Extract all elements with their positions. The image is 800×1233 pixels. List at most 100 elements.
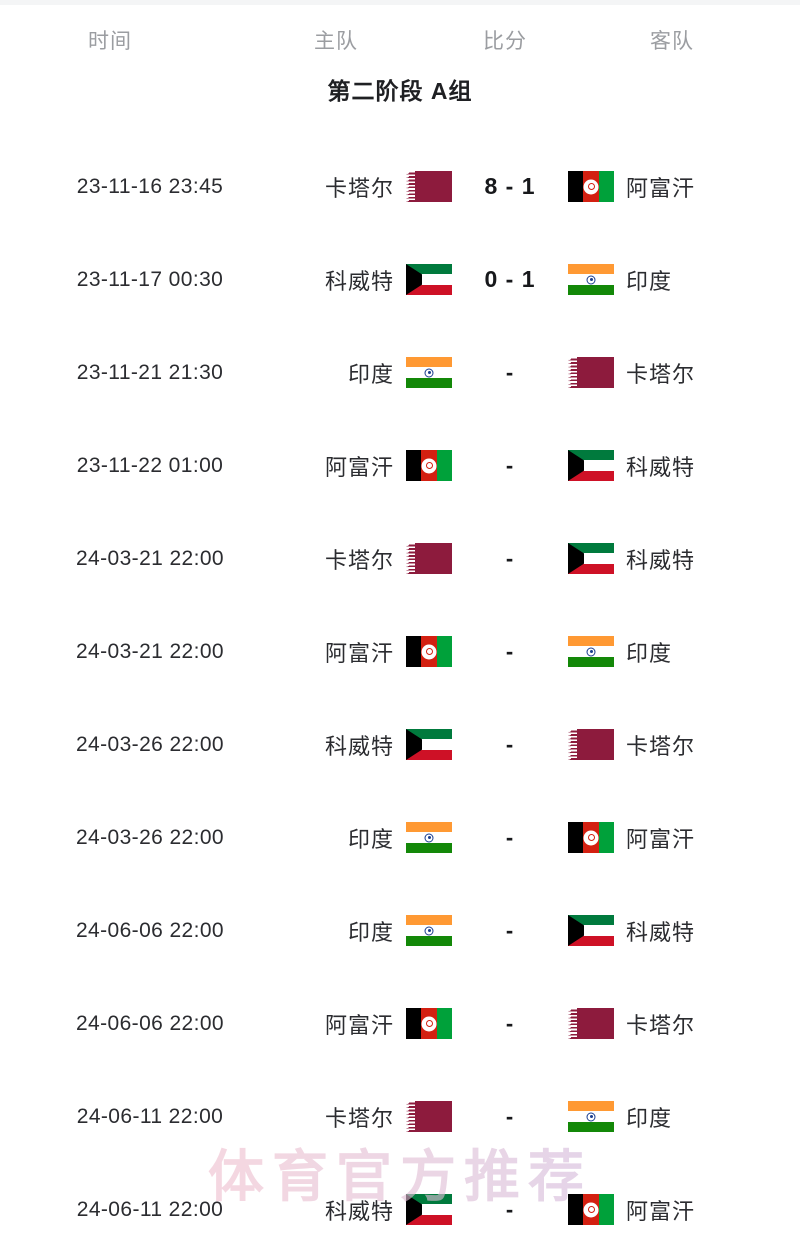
flag-afghanistan-icon: [406, 450, 452, 481]
match-time: 24-03-26 22:00: [75, 825, 225, 849]
match-time: 24-06-11 22:00: [76, 1197, 224, 1221]
afghanistan-emblem: [583, 1202, 599, 1217]
qatar-teeth: [409, 171, 415, 202]
afghanistan-emblem: [421, 1016, 437, 1031]
india-chakra: [424, 368, 434, 377]
match-score: -: [505, 545, 515, 571]
away-team-name: 科威特: [626, 919, 696, 945]
home-team[interactable]: 科威特: [300, 233, 460, 326]
match-time: 24-03-21 22:00: [75, 639, 225, 663]
flag-india-icon: [406, 822, 452, 853]
home-team-name: 科威特: [324, 1198, 394, 1224]
match-row[interactable]: 24-06-11 22:00 科威特 - 阿富汗: [0, 1163, 800, 1233]
column-header-score: 比分: [483, 30, 527, 53]
away-team[interactable]: 科威特: [560, 884, 800, 977]
flag-india-icon: [568, 264, 614, 295]
match-row[interactable]: 24-06-06 22:00 阿富汗 - 卡塔尔: [0, 977, 800, 1070]
india-chakra: [586, 1112, 596, 1121]
away-team[interactable]: 印度: [560, 605, 800, 698]
match-row[interactable]: 23-11-22 01:00 阿富汗 - 科威特: [0, 419, 800, 512]
match-time: 23-11-21 21:30: [76, 360, 224, 384]
away-team[interactable]: 印度: [560, 233, 800, 326]
away-team[interactable]: 卡塔尔: [560, 326, 800, 419]
match-row[interactable]: 24-03-21 22:00 卡塔尔 - 科威特: [0, 512, 800, 605]
flag-qatar-icon: [568, 1008, 614, 1039]
away-team[interactable]: 阿富汗: [560, 1163, 800, 1233]
afghanistan-emblem: [421, 458, 437, 473]
home-team-name: 阿富汗: [324, 454, 394, 480]
flag-kuwait-icon: [406, 264, 452, 295]
qatar-teeth: [409, 1101, 415, 1132]
flag-kuwait-icon: [568, 450, 614, 481]
home-team-name: 卡塔尔: [324, 175, 394, 201]
match-row[interactable]: 24-06-11 22:00 卡塔尔 - 印度: [0, 1070, 800, 1163]
qatar-teeth: [571, 1008, 577, 1039]
match-row[interactable]: 24-06-06 22:00 印度 - 科威特: [0, 884, 800, 977]
away-team[interactable]: 科威特: [560, 419, 800, 512]
flag-afghanistan-icon: [406, 1008, 452, 1039]
india-chakra: [424, 833, 434, 842]
home-team[interactable]: 阿富汗: [300, 605, 460, 698]
home-team[interactable]: 卡塔尔: [300, 1070, 460, 1163]
flag-afghanistan-icon: [568, 1194, 614, 1225]
india-chakra: [586, 647, 596, 656]
afghanistan-emblem: [583, 830, 599, 845]
match-row[interactable]: 24-03-21 22:00 阿富汗 - 印度: [0, 605, 800, 698]
away-team-name: 阿富汗: [626, 1198, 696, 1224]
home-team[interactable]: 阿富汗: [300, 977, 460, 1070]
match-row[interactable]: 23-11-17 00:30 科威特 0 - 1 印度: [0, 233, 800, 326]
flag-kuwait-icon: [406, 729, 452, 760]
match-time: 23-11-17 00:30: [76, 267, 224, 291]
flag-india-icon: [406, 357, 452, 388]
match-row[interactable]: 23-11-16 23:45 卡塔尔 8 - 1 阿富汗: [0, 140, 800, 233]
match-row[interactable]: 23-11-21 21:30 印度 - 卡塔尔: [0, 326, 800, 419]
flag-qatar-icon: [568, 729, 614, 760]
away-team[interactable]: 印度: [560, 1070, 800, 1163]
match-score: -: [505, 731, 515, 757]
away-team[interactable]: 卡塔尔: [560, 698, 800, 791]
match-time: 24-03-21 22:00: [75, 546, 225, 570]
match-row[interactable]: 24-03-26 22:00 科威特 - 卡塔尔: [0, 698, 800, 791]
india-chakra: [424, 926, 434, 935]
flag-kuwait-icon: [406, 1194, 452, 1225]
flag-afghanistan-icon: [568, 171, 614, 202]
away-team-name: 卡塔尔: [626, 1012, 696, 1038]
home-team[interactable]: 卡塔尔: [300, 140, 460, 233]
flag-afghanistan-icon: [406, 636, 452, 667]
home-team-name: 卡塔尔: [324, 547, 394, 573]
home-team-name: 科威特: [324, 268, 394, 294]
home-team-name: 印度: [347, 361, 394, 387]
flag-india-icon: [568, 1101, 614, 1132]
flag-india-icon: [406, 915, 452, 946]
match-time: 24-06-06 22:00: [75, 918, 225, 942]
match-score: 8 - 1: [484, 173, 536, 199]
table-header-row: 时间 主队 比分 客队: [0, 22, 800, 62]
away-team-name: 印度: [626, 1105, 673, 1131]
away-team-name: 卡塔尔: [626, 733, 696, 759]
match-score: -: [505, 1010, 515, 1036]
home-team[interactable]: 印度: [300, 884, 460, 977]
home-team[interactable]: 印度: [300, 326, 460, 419]
home-team[interactable]: 科威特: [300, 1163, 460, 1233]
india-chakra: [586, 275, 596, 284]
home-team[interactable]: 科威特: [300, 698, 460, 791]
away-team[interactable]: 科威特: [560, 512, 800, 605]
home-team-name: 印度: [347, 826, 394, 852]
away-team[interactable]: 阿富汗: [560, 791, 800, 884]
home-team-name: 阿富汗: [324, 1012, 394, 1038]
afghanistan-emblem: [421, 644, 437, 659]
match-score: -: [505, 824, 515, 850]
away-team-name: 科威特: [626, 454, 696, 480]
top-divider: [0, 0, 800, 5]
away-team-name: 阿富汗: [626, 826, 696, 852]
home-team[interactable]: 卡塔尔: [300, 512, 460, 605]
home-team[interactable]: 阿富汗: [300, 419, 460, 512]
afghanistan-emblem: [583, 179, 599, 194]
away-team-name: 卡塔尔: [626, 361, 696, 387]
away-team[interactable]: 阿富汗: [560, 140, 800, 233]
away-team[interactable]: 卡塔尔: [560, 977, 800, 1070]
away-team-name: 印度: [626, 268, 673, 294]
home-team[interactable]: 印度: [300, 791, 460, 884]
match-row[interactable]: 24-03-26 22:00 印度 - 阿富汗: [0, 791, 800, 884]
